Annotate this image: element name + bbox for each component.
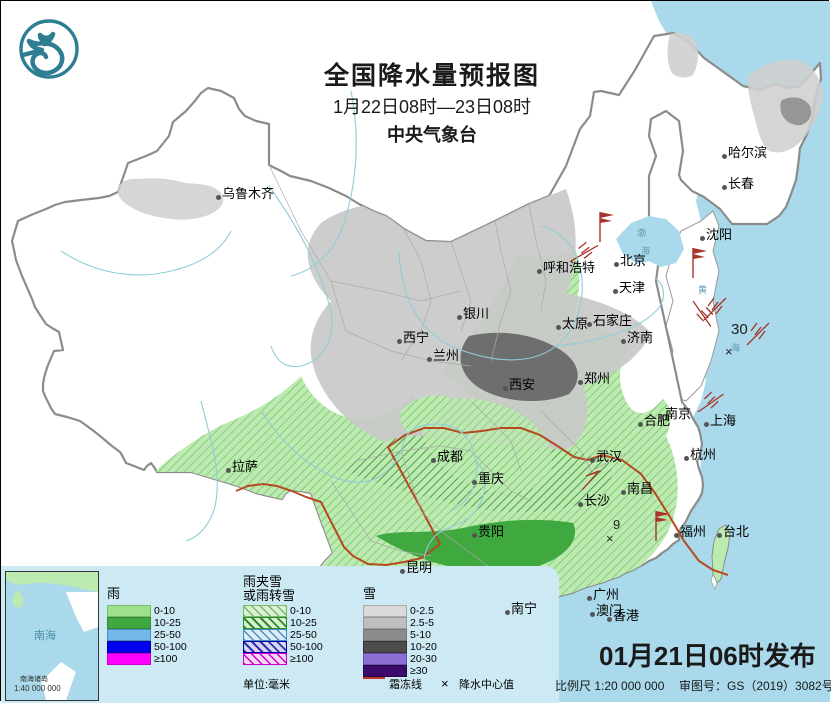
svg-text:9: 9 [613, 517, 620, 532]
svg-text:30: 30 [731, 321, 748, 338]
svg-text:×: × [725, 344, 733, 359]
svg-text:渤: 渤 [637, 227, 646, 238]
svg-text:黄: 黄 [698, 284, 707, 295]
svg-text:×: × [606, 531, 614, 546]
